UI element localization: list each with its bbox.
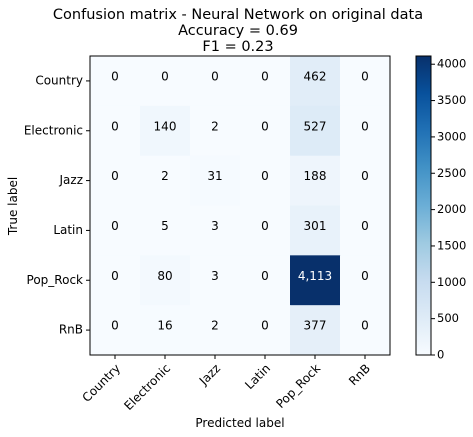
x-tick-label: Latin — [242, 361, 273, 392]
cell-value-label: 0 — [261, 319, 269, 333]
chart-title-line-1: Confusion matrix - Neural Network on ori… — [53, 7, 423, 23]
cell-value-label: 3 — [211, 219, 219, 233]
colorbar-tick-label: 3500 — [437, 93, 466, 107]
cell-value-label: 0 — [111, 319, 119, 333]
x-tick-label: Country — [80, 361, 124, 405]
colorbar-tick-label: 1000 — [437, 275, 466, 289]
colorbar-tick-label: 500 — [437, 311, 459, 325]
cell-value-label: 0 — [361, 319, 369, 333]
y-tick-label: Latin — [53, 223, 83, 237]
cell-value-label: 527 — [304, 119, 327, 133]
colorbar-tick-label: 2000 — [437, 202, 466, 216]
colorbar-ticks: 0 500 1000 1500 2000 2500 3000 3500 4000 — [431, 57, 466, 362]
cell-value-label: 0 — [111, 69, 119, 83]
cell-value-label: 31 — [207, 169, 222, 183]
colorbar-tick-label: 4000 — [437, 57, 466, 71]
cell-value-label: 2 — [211, 119, 219, 133]
cell-value-label: 462 — [304, 69, 327, 83]
y-tick-label: Electronic — [24, 123, 83, 137]
colorbar-tick-label: 1500 — [437, 238, 466, 252]
chart-title-line-3: F1 = 0.23 — [202, 39, 273, 55]
x-tick-label: RnB — [346, 361, 373, 388]
cell-value-label: 0 — [361, 169, 369, 183]
x-tick-label: Electronic — [121, 361, 173, 413]
cell-value-label: 0 — [161, 69, 169, 83]
y-axis-ticks: Country Electronic Jazz Latin Pop_Rock RnB — [24, 73, 90, 336]
cell-value-label: 0 — [211, 69, 219, 83]
cell-value-label: 0 — [261, 169, 269, 183]
cell-value-label: 0 — [361, 219, 369, 233]
cell-value-label: 0 — [111, 119, 119, 133]
cell-value-label: 80 — [157, 269, 172, 283]
cell-value-label: 0 — [361, 269, 369, 283]
cell-value-label: 0 — [111, 269, 119, 283]
x-tick-label: Pop_Rock — [273, 361, 323, 411]
heatmap-cells — [90, 56, 390, 355]
y-tick-label: Country — [35, 73, 83, 87]
cell-value-label: 0 — [111, 219, 119, 233]
x-axis-label: Predicted label — [195, 416, 284, 430]
cell-value-label: 0 — [111, 169, 119, 183]
colorbar-tick-label: 3000 — [437, 129, 466, 143]
y-tick-label: RnB — [59, 323, 83, 337]
cell-value-label: 4,113 — [298, 269, 332, 283]
cell-value-label: 3 — [211, 269, 219, 283]
cell-value-label: 0 — [261, 119, 269, 133]
cell-value-label: 188 — [304, 169, 327, 183]
cell-value-label: 2 — [161, 169, 169, 183]
y-axis-label: True label — [6, 177, 20, 236]
cell-value-label: 0 — [261, 269, 269, 283]
colorbar — [416, 56, 431, 355]
colorbar-tick-label: 0 — [437, 348, 444, 362]
y-tick-label: Jazz — [59, 173, 84, 187]
cell-value-label: 5 — [161, 219, 169, 233]
cell-value-label: 0 — [261, 219, 269, 233]
cell-value-label: 140 — [154, 119, 177, 133]
cell-value-label: 377 — [304, 319, 327, 333]
cell-value-label: 0 — [361, 119, 369, 133]
y-tick-label: Pop_Rock — [27, 273, 84, 287]
x-tick-label: Jazz — [196, 361, 223, 388]
cell-value-label: 2 — [211, 319, 219, 333]
cell-value-label: 301 — [304, 219, 327, 233]
chart-title-line-2: Accuracy = 0.69 — [178, 23, 298, 39]
cell-value-label: 16 — [157, 319, 172, 333]
cell-value-label: 0 — [361, 69, 369, 83]
colorbar-tick-label: 2500 — [437, 166, 466, 180]
cell-value-label: 0 — [261, 69, 269, 83]
